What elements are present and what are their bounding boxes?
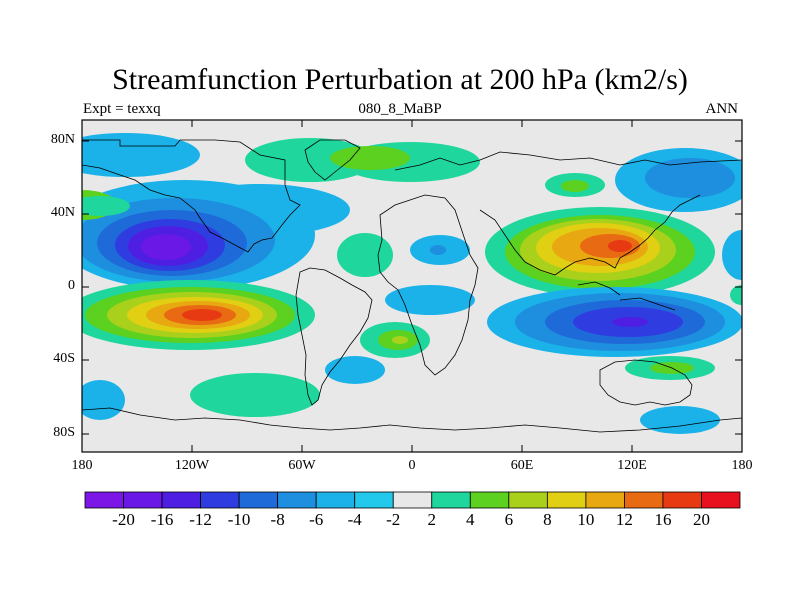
season-label: ANN (705, 101, 739, 117)
contour-region (640, 406, 720, 434)
colorbar-swatch (123, 491, 163, 509)
contour-region (561, 180, 589, 192)
coastline (377, 194, 479, 376)
colorbar-swatch (200, 491, 240, 509)
colorbar-label: -10 (227, 510, 251, 529)
contour-fill-layer (82, 133, 742, 434)
contour-region (82, 380, 125, 420)
colorbar-swatch (508, 491, 548, 509)
colorbar-label: -20 (112, 510, 135, 529)
contour-region (141, 234, 191, 260)
contour-region (645, 158, 735, 198)
contour-region (245, 138, 375, 182)
contour-region (722, 230, 742, 280)
contour-region (190, 373, 320, 417)
coastline (599, 359, 693, 406)
colorbar-swatch (354, 491, 394, 509)
colorbar-swatch (84, 491, 124, 509)
contour-region (392, 336, 408, 344)
contour-region (612, 317, 648, 327)
colorbar-swatch (469, 491, 510, 509)
colorbar-label: -16 (150, 510, 174, 529)
coastline (295, 267, 373, 406)
colorbar-label: 20 (692, 510, 710, 529)
coastline (304, 139, 361, 181)
contour-region (608, 240, 632, 252)
colorbar-label: 2 (427, 510, 437, 529)
lat-tick-label: 0 (68, 278, 75, 293)
coastline (577, 281, 676, 311)
coastline (82, 407, 742, 433)
colorbar-label: 16 (654, 510, 672, 529)
contour-region (82, 133, 200, 177)
colorbar-swatch (701, 491, 741, 509)
lat-tick-label: 40N (50, 205, 75, 220)
lon-tick-label: 120E (617, 458, 647, 473)
lat-tick-label: 40S (53, 351, 75, 366)
lat-tick-label: 80S (53, 425, 75, 440)
contour-region (385, 285, 475, 315)
coastline (394, 151, 742, 276)
lon-tick-label: 120W (174, 458, 210, 473)
lon-tick-label: 180 (731, 458, 753, 473)
contour-region (330, 146, 410, 170)
contour-region (82, 196, 130, 216)
colorbar-label: 6 (504, 510, 514, 529)
colorbar-swatch (662, 491, 702, 509)
lon-tick-label: 60E (510, 458, 534, 473)
colorbar-swatch (238, 491, 279, 509)
lon-tick-label: 0 (408, 458, 416, 473)
contour-region (337, 233, 393, 277)
contour-region (430, 245, 446, 255)
colorbar-swatch (392, 491, 433, 509)
colorbar-swatch (315, 491, 356, 509)
colorbar-label: 4 (466, 510, 475, 529)
colorbar-label: 8 (543, 510, 552, 529)
lat-tick-label: 80N (50, 132, 75, 147)
case-label: 080_8_MaBP (358, 101, 442, 117)
lon-tick-label: 60W (288, 458, 316, 473)
colorbar-swatch (585, 491, 625, 509)
contour-region (182, 309, 222, 321)
colorbar-swatch (624, 491, 664, 509)
colorbar-swatch (546, 491, 587, 509)
coastline (82, 139, 301, 253)
colorbar-label: 10 (577, 510, 595, 529)
coastline-layer (82, 139, 742, 433)
experiment-label: Expt = texxq (83, 101, 161, 117)
colorbar-label: -4 (347, 510, 362, 529)
lon-tick-label: 180 (71, 458, 93, 473)
colorbar-label: -12 (189, 510, 212, 529)
map-title: Streamfunction Perturbation at 200 hPa (… (112, 63, 688, 96)
contour-region (730, 285, 742, 305)
colorbar (84, 491, 741, 509)
contour-region (325, 356, 385, 384)
axis-ticks (81, 120, 743, 452)
colorbar-swatch (431, 491, 471, 509)
colorbar-label: -8 (270, 510, 285, 529)
colorbar-label: -2 (386, 510, 401, 529)
colorbar-label: 12 (615, 510, 633, 529)
colorbar-swatch (161, 491, 201, 509)
colorbar-label: -6 (309, 510, 324, 529)
colorbar-swatch (277, 491, 317, 509)
